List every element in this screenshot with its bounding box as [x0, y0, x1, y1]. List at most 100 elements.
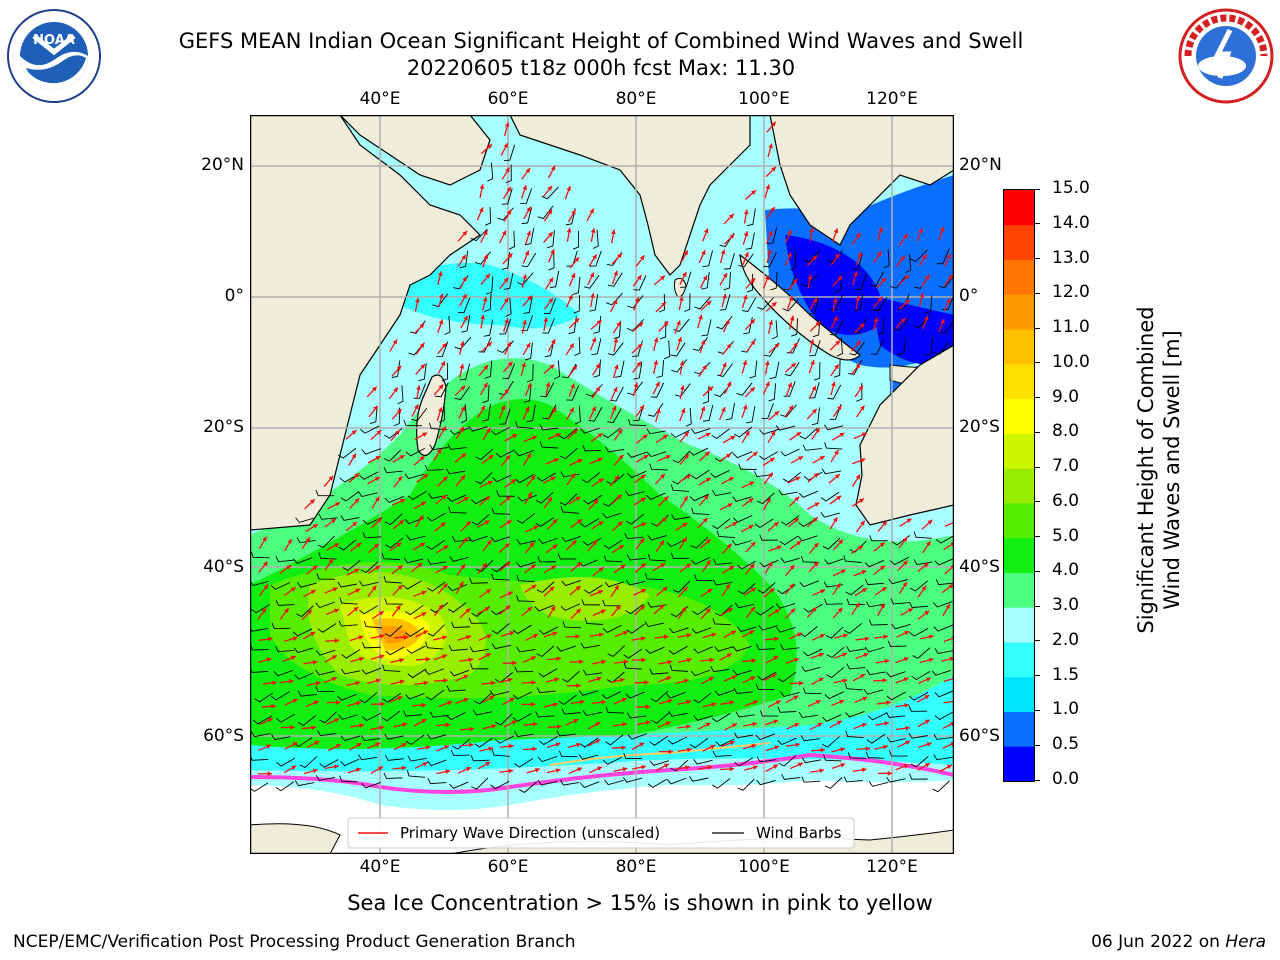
wave-arrow-head — [613, 270, 618, 276]
wind-barb — [778, 489, 798, 496]
wind-barb — [909, 692, 929, 701]
wind-barb — [384, 598, 403, 605]
wave-arrow-head — [641, 764, 647, 770]
wave-arrow-head — [509, 697, 515, 703]
wave-arrow-head — [524, 250, 530, 256]
wind-barb — [910, 249, 928, 262]
wind-barb — [404, 517, 425, 525]
wind-barb — [800, 274, 818, 287]
wind-barb — [891, 623, 911, 630]
wave-arrow-head — [525, 168, 531, 174]
wave-arrow-head — [860, 520, 865, 526]
wave-arrow-head — [356, 767, 361, 773]
wind-barb — [844, 622, 863, 634]
wave-arrow-head — [445, 769, 451, 774]
wind-barb — [294, 780, 315, 787]
wave-arrow-head — [372, 405, 378, 411]
wave-arrow-head — [660, 563, 666, 568]
colorbar-segment — [1004, 641, 1034, 678]
wave-arrow-head — [442, 476, 448, 482]
wind-barb — [475, 559, 494, 572]
lon-label-top: 120°E — [866, 89, 918, 109]
wave-arrow-head — [597, 766, 603, 771]
wind-barb — [340, 491, 360, 502]
wind-barb — [426, 734, 447, 740]
wave-arrow-head — [463, 497, 469, 502]
wave-arrow-head — [355, 588, 361, 594]
wave-arrow-head — [532, 435, 537, 441]
wave-arrow-head — [355, 680, 361, 686]
wind-barb — [485, 276, 494, 295]
wave-arrow-head — [721, 407, 726, 413]
wave-arrow-head — [919, 292, 925, 298]
wave-arrow-head — [840, 747, 845, 752]
wave-arrow-head — [840, 569, 846, 574]
wave-arrow-head — [618, 545, 624, 550]
wind-barb — [627, 733, 648, 740]
wind-barb — [864, 646, 885, 653]
wave-arrow-head — [751, 658, 757, 664]
wave-arrow-head — [611, 229, 616, 235]
wind-barb — [723, 271, 731, 291]
wave-arrow-head — [832, 298, 838, 303]
wave-arrow-head — [527, 606, 533, 612]
wind-barb — [604, 779, 624, 786]
wave-arrow-head — [418, 515, 424, 521]
wave-arrow-head — [902, 560, 908, 566]
wind-barb — [889, 556, 910, 566]
wave-arrow-head — [462, 537, 468, 543]
wave-arrow-head — [921, 585, 927, 591]
wave-arrow-head — [705, 539, 711, 544]
wave-arrow-head — [552, 631, 558, 637]
wave-arrow-head — [441, 343, 447, 349]
wind-barb — [605, 734, 624, 746]
colorbar-segment — [1004, 329, 1034, 365]
wave-arrow-head — [378, 611, 384, 616]
wave-arrow-head — [789, 315, 795, 321]
wind-barb — [518, 781, 537, 793]
wave-arrow-head — [705, 608, 711, 614]
wind-barb — [712, 750, 732, 757]
wave-arrow-head — [776, 545, 782, 551]
wind-barb — [337, 581, 357, 588]
wave-arrow-head — [291, 765, 297, 771]
wind-barb — [756, 643, 775, 651]
wind-barb — [672, 473, 691, 485]
wave-arrow-head — [903, 657, 909, 662]
wind-barb — [702, 404, 714, 422]
wind-barb — [540, 382, 555, 398]
wave-arrow-head — [437, 407, 443, 413]
wind-barb — [363, 620, 383, 629]
wave-arrow-head — [530, 475, 536, 481]
wind-barb — [933, 733, 953, 740]
wind-barb — [451, 621, 470, 629]
wave-arrow-head — [530, 656, 536, 661]
wave-arrow-head — [531, 680, 536, 685]
wave-arrow-head — [507, 361, 513, 367]
wave-arrow-head — [705, 477, 711, 483]
wind-barb — [808, 297, 819, 315]
wind-barb — [933, 754, 953, 761]
wind-barb — [425, 641, 444, 650]
wind-barb — [811, 407, 820, 426]
wind-barb — [670, 759, 689, 772]
wave-arrow-head — [883, 744, 888, 750]
wind-barb — [801, 776, 821, 783]
wind-barb — [802, 687, 822, 695]
wave-arrow-head — [820, 747, 826, 753]
wave-arrow-head — [645, 720, 651, 726]
wind-barb — [342, 560, 361, 571]
wave-arrow-head — [879, 565, 885, 571]
wind-barb — [632, 404, 644, 422]
wind-barb — [582, 445, 602, 452]
wind-barb — [693, 715, 713, 721]
wind-barb — [759, 559, 779, 568]
nws-logo — [1178, 8, 1274, 104]
wave-arrow-head — [683, 678, 689, 684]
wave-arrow-head — [505, 496, 511, 501]
wave-arrow-head — [855, 363, 861, 369]
wind-barb — [732, 669, 753, 676]
wind-barb — [491, 643, 512, 650]
wave-arrow-head — [290, 587, 296, 592]
wave-arrow-head — [485, 428, 491, 434]
